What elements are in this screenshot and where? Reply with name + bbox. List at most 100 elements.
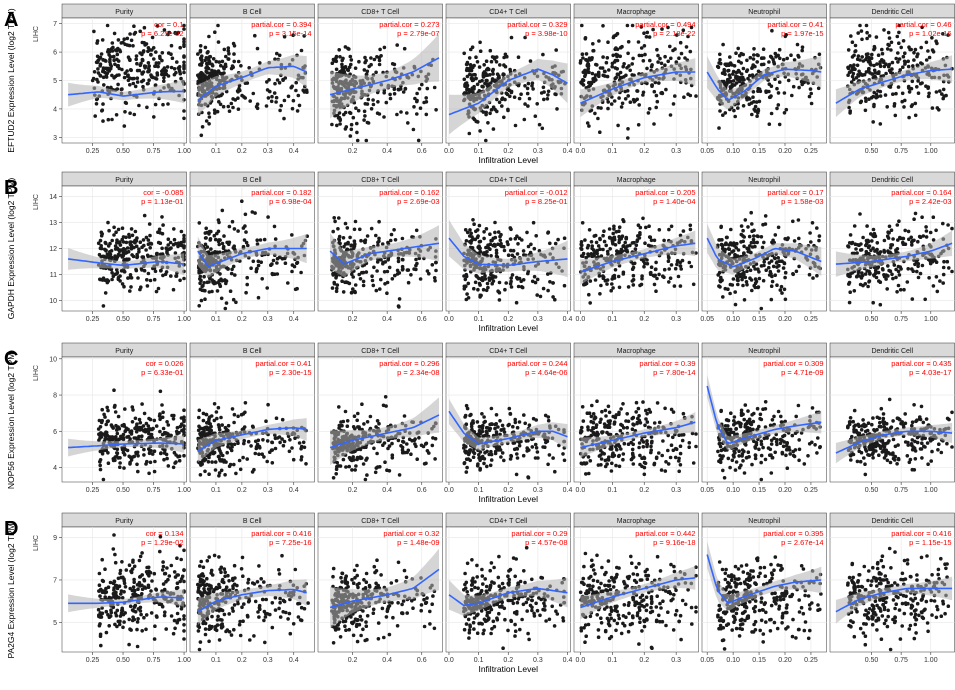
data-point [346, 68, 351, 73]
data-point [160, 231, 165, 236]
data-point [425, 86, 430, 91]
data-point [98, 238, 103, 243]
data-point [613, 268, 618, 272]
data-point [496, 76, 501, 80]
data-point [142, 25, 147, 30]
data-point [123, 257, 127, 262]
data-point [772, 60, 776, 64]
data-point [111, 45, 115, 50]
data-point [400, 257, 405, 262]
data-point [265, 286, 270, 290]
data-point [857, 69, 861, 74]
data-point [363, 55, 367, 60]
data-point [532, 246, 537, 251]
data-point [848, 111, 852, 115]
data-point [639, 46, 644, 50]
data-point [659, 61, 664, 66]
data-point [224, 301, 229, 305]
data-point [747, 97, 752, 101]
data-point [495, 97, 499, 102]
data-point [236, 96, 240, 100]
data-point [747, 234, 752, 239]
data-point [846, 66, 851, 71]
data-point [752, 264, 756, 269]
data-point [277, 81, 282, 85]
data-point [746, 225, 750, 229]
data-point [142, 411, 147, 416]
correlation-stat: partial.cor = 0.182 [251, 188, 311, 197]
data-point [216, 23, 220, 28]
data-point [887, 62, 892, 67]
data-point [434, 108, 438, 112]
data-point [661, 274, 665, 279]
data-point [273, 237, 278, 241]
data-point [148, 246, 152, 250]
data-point [562, 236, 567, 240]
data-point [882, 28, 886, 32]
data-point [130, 405, 135, 409]
data-point [760, 245, 765, 250]
data-point [472, 117, 477, 122]
data-point [654, 267, 658, 272]
data-point [869, 56, 874, 60]
data-point [750, 245, 755, 249]
data-point [162, 28, 167, 32]
data-point [769, 55, 774, 60]
data-point [497, 280, 502, 285]
data-point [161, 102, 165, 107]
x-tick-label: 0.50 [865, 148, 879, 155]
data-point [220, 59, 225, 64]
data-point [886, 250, 891, 255]
data-point [197, 304, 201, 308]
data-point [265, 80, 269, 84]
data-point [341, 56, 345, 61]
data-point [359, 238, 363, 243]
data-point [115, 73, 119, 78]
data-point [133, 426, 137, 431]
data-point [123, 100, 128, 105]
confidence-band [197, 54, 307, 117]
data-point [872, 102, 876, 107]
data-point [350, 272, 354, 277]
data-point [96, 80, 100, 84]
data-point [489, 108, 494, 112]
data-point [378, 287, 382, 291]
correlation-stat: partial.cor = -0.012 [505, 188, 568, 197]
data-point [878, 280, 883, 285]
data-point [166, 102, 170, 106]
data-point [216, 40, 221, 44]
data-point [578, 59, 583, 63]
data-point [580, 52, 585, 56]
data-point [147, 222, 152, 226]
data-point [902, 59, 907, 64]
data-point [530, 279, 535, 284]
data-point [587, 70, 591, 75]
data-point [149, 52, 153, 57]
x-tick-label: 0.75 [147, 316, 161, 323]
x-tick-label: 0.2 [503, 316, 513, 323]
data-point [633, 247, 638, 251]
data-point [353, 219, 358, 224]
data-point [379, 277, 383, 282]
p-value-stat: p = 1.13e-01 [141, 197, 183, 206]
data-point [920, 25, 924, 30]
data-point [402, 46, 407, 51]
data-point [652, 274, 657, 278]
data-point [785, 237, 789, 242]
correlation-stat: cor = -0.085 [143, 188, 183, 197]
data-point [673, 94, 677, 98]
data-point [878, 250, 883, 254]
data-point [163, 272, 168, 277]
data-point [720, 278, 724, 283]
data-point [684, 45, 689, 49]
data-point [163, 72, 167, 77]
data-point [522, 117, 527, 122]
facet-title: Purity [115, 348, 133, 355]
data-point [604, 60, 609, 65]
data-point [420, 82, 424, 87]
x-tick-label: 0.2 [237, 148, 247, 155]
data-point [118, 240, 122, 244]
data-point [644, 35, 649, 39]
data-point [122, 124, 127, 128]
